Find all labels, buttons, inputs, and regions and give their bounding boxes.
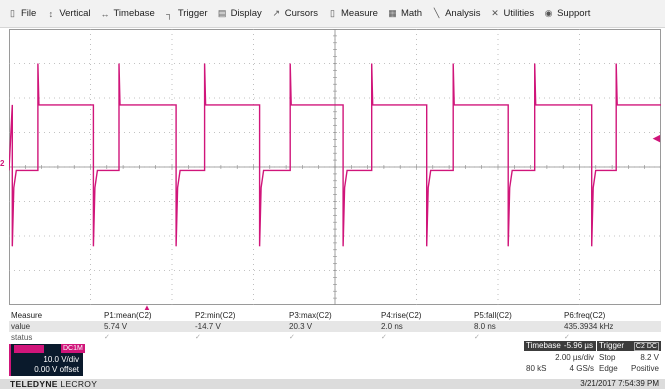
trigger-type: Edge bbox=[599, 364, 618, 373]
menu-label: Measure bbox=[341, 8, 378, 19]
trigger-coupling: DC bbox=[646, 343, 657, 350]
channel-vdiv: 10.0 V/div bbox=[43, 355, 79, 364]
menu-math[interactable]: ▦ Math bbox=[384, 3, 428, 25]
menu-label: Trigger bbox=[177, 8, 208, 19]
display-icon: ▤ bbox=[217, 8, 227, 18]
measure-status-row: status ✓ ✓ ✓ ✓ ✓ ✓ bbox=[9, 332, 661, 343]
channel-2-trace bbox=[9, 63, 661, 247]
menu-cursors[interactable]: ↗ Cursors bbox=[268, 3, 324, 25]
trigger-title-bar: Trigger C2 DC bbox=[597, 341, 661, 351]
measure-param-2[interactable]: P2:min(C2) bbox=[195, 311, 236, 320]
menu-label: Math bbox=[400, 8, 423, 19]
trigger-level-marker[interactable]: ◀ bbox=[653, 133, 660, 143]
menu-support[interactable]: ◉ Support bbox=[540, 3, 596, 25]
menu-trigger[interactable]: ┐ Trigger bbox=[161, 3, 214, 25]
measure-value-6: 435.3934 kHz bbox=[564, 322, 614, 331]
measure-param-4[interactable]: P4:rise(C2) bbox=[381, 311, 422, 320]
trigger-mode: Stop bbox=[599, 353, 616, 362]
menu-label: Display bbox=[230, 8, 262, 19]
cursors-icon: ↗ bbox=[272, 8, 280, 18]
menu-display[interactable]: ▤ Display bbox=[214, 3, 268, 25]
measure-value-row: value 5.74 V -14.7 V 20.3 V 2.0 ns 8.0 ns 435… bbox=[9, 321, 661, 332]
menu-label: Support bbox=[557, 8, 591, 19]
waveform-grid[interactable]: 2 ◀ bbox=[0, 29, 661, 305]
support-icon: ◉ bbox=[544, 8, 553, 18]
trigger-slope: Positive bbox=[630, 364, 659, 373]
menu-label: Timebase bbox=[113, 8, 155, 19]
menu-label: Utilities bbox=[503, 8, 535, 19]
menu-label: Vertical bbox=[59, 8, 91, 19]
menu-bar: ▯ File ↕ Vertical ↔ Timebase ┐ Trigger ▤ Display ↗… bbox=[0, 0, 665, 28]
brand-bold: TELEDYNE bbox=[10, 379, 58, 389]
value-row-label: value bbox=[11, 322, 31, 331]
trigger-channel: C2 bbox=[635, 343, 645, 350]
measure-param-1[interactable]: P1:mean(C2) bbox=[104, 311, 152, 320]
trigger-icon: ┐ bbox=[166, 8, 173, 19]
menu-analysis[interactable]: ╲ Analysis bbox=[428, 3, 486, 25]
measure-param-3[interactable]: P3:max(C2) bbox=[289, 311, 332, 320]
status-footer: TELEDYNE LECROY 3/21/2017 7:54:39 PM bbox=[0, 379, 665, 389]
measure-status-5: ✓ bbox=[474, 334, 480, 341]
measure-param-6[interactable]: P6:freq(C2) bbox=[564, 311, 606, 320]
timebase-samples: 80 kS bbox=[526, 364, 547, 373]
measure-status-3: ✓ bbox=[289, 334, 295, 341]
menu-label: Cursors bbox=[284, 8, 318, 19]
timebase-tdiv: 2.00 µs/div bbox=[555, 353, 594, 362]
timebase-title-bar: Timebase -5.96 µs bbox=[524, 341, 596, 351]
timebase-rate: 4 GS/s bbox=[569, 364, 594, 373]
menu-measure[interactable]: ▯ Measure bbox=[324, 3, 384, 25]
measure-status-2: ✓ bbox=[195, 334, 201, 341]
timebase-delay: -5.96 µs bbox=[563, 341, 593, 350]
trigger-descriptor[interactable]: Trigger C2 DC Stop 8.2 V Edge Positive bbox=[597, 341, 661, 380]
measure-row-label: Measure bbox=[11, 311, 43, 320]
measure-value-4: 2.0 ns bbox=[381, 322, 403, 331]
measure-value-3: 20.3 V bbox=[289, 322, 313, 331]
utilities-icon: ✕ bbox=[491, 8, 499, 18]
waveform-display[interactable] bbox=[9, 29, 661, 305]
datetime: 3/21/2017 7:54:39 PM bbox=[580, 379, 659, 388]
measure-header-row: Measure P1:mean(C2) P2:min(C2) P3:max(C2) P… bbox=[9, 310, 661, 321]
vertical-icon: ↕ bbox=[48, 8, 54, 19]
measure-value-1: 5.74 V bbox=[104, 322, 128, 331]
measure-value-2: -14.7 V bbox=[195, 322, 221, 331]
trigger-level: 8.2 V bbox=[640, 353, 659, 362]
timebase-title: Timebase bbox=[526, 341, 561, 350]
menu-file[interactable]: ▯ File bbox=[4, 3, 42, 25]
channel-2-ground-marker[interactable]: 2 bbox=[0, 159, 5, 168]
channel-2-descriptor[interactable]: DC1M 10.0 V/div 0.00 V offset bbox=[9, 344, 85, 376]
timebase-descriptor[interactable]: Timebase -5.96 µs 2.00 µs/div 80 kS 4 GS… bbox=[524, 341, 596, 380]
menu-utilities[interactable]: ✕ Utilities bbox=[486, 3, 540, 25]
channel-offset: 0.00 V offset bbox=[34, 365, 79, 374]
status-row-label: status bbox=[11, 333, 33, 342]
measure-status-1: ✓ bbox=[104, 334, 110, 341]
menu-label: File bbox=[21, 8, 37, 19]
channel-coupling: DC1M bbox=[61, 344, 85, 353]
channel-color-tab bbox=[14, 345, 44, 353]
measure-param-5[interactable]: P5:fall(C2) bbox=[474, 311, 512, 320]
measure-status-4: ✓ bbox=[381, 334, 387, 341]
menu-vertical[interactable]: ↕ Vertical bbox=[42, 3, 96, 25]
trigger-title: Trigger bbox=[599, 341, 625, 350]
timebase-icon: ↔ bbox=[100, 8, 110, 19]
file-icon: ▯ bbox=[10, 8, 15, 18]
menu-timebase[interactable]: ↔ Timebase bbox=[96, 3, 160, 25]
menu-label: Analysis bbox=[445, 8, 481, 19]
brand-rest: LECROY bbox=[57, 379, 98, 389]
measure-marker-icon: ▲ bbox=[143, 303, 151, 312]
math-icon: ▦ bbox=[388, 8, 397, 18]
measure-table: Measure P1:mean(C2) P2:min(C2) P3:max(C2) P… bbox=[9, 303, 661, 344]
trigger-channel-badge: C2 DC bbox=[633, 342, 659, 351]
measure-value-5: 8.0 ns bbox=[474, 322, 496, 331]
brand-logo: TELEDYNE LECROY bbox=[10, 379, 97, 389]
measure-icon: ▯ bbox=[330, 8, 335, 18]
analysis-icon: ╲ bbox=[433, 8, 440, 18]
measure-status-6: ✓ bbox=[564, 334, 570, 341]
